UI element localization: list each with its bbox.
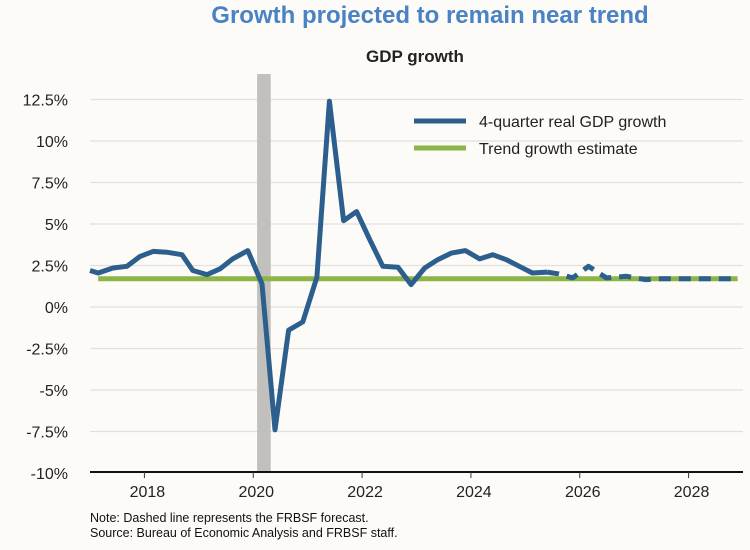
legend-label-trend: Trend growth estimate (479, 141, 638, 158)
chart-notes: Note: Dashed line represents the FRBSF f… (90, 511, 398, 541)
x-tick-label: 2024 (456, 484, 492, 501)
note-forecast: Note: Dashed line represents the FRBSF f… (90, 511, 369, 525)
x-tick-label: 2026 (565, 484, 601, 501)
y-tick-label: 2.5% (32, 259, 68, 276)
y-axis-ticks: 12.5% 10% 7.5% 5% 2.5% 0% -2.5% -5% -7.5% -10% (23, 93, 68, 484)
y-tick-label: 7.5% (32, 176, 68, 193)
y-tick-label: 12.5% (23, 93, 68, 110)
x-tick-label: 2020 (238, 484, 274, 501)
series-lines (89, 98, 738, 433)
gridlines (90, 98, 743, 433)
legend: 4-quarter real GDP growth Trend growth e… (414, 114, 666, 158)
x-tick-label: 2018 (130, 484, 166, 501)
note-source: Source: Bureau of Economic Analysis and … (90, 526, 398, 540)
y-tick-label: 5% (45, 217, 68, 234)
recession-shading (257, 74, 271, 472)
recession-bar (257, 74, 271, 472)
chart-subtitle: GDP growth (366, 47, 464, 66)
x-tick-label: 2022 (347, 484, 383, 501)
x-axis: 2018 2020 2022 2024 2026 2028 (90, 471, 743, 501)
y-tick-label: -10% (31, 466, 68, 483)
chart-title: Growth projected to remain near trend (211, 2, 649, 29)
x-tick-label: 2028 (674, 484, 710, 501)
y-tick-label: -5% (40, 383, 68, 400)
y-tick-label: 10% (36, 134, 68, 151)
legend-label-gdp: 4-quarter real GDP growth (479, 114, 666, 131)
y-tick-label: -7.5% (26, 425, 68, 442)
gdp-growth-line (89, 98, 548, 433)
y-tick-label: 0% (45, 300, 68, 317)
y-tick-label: -2.5% (26, 342, 68, 359)
gdp-forecast-line (546, 263, 738, 283)
